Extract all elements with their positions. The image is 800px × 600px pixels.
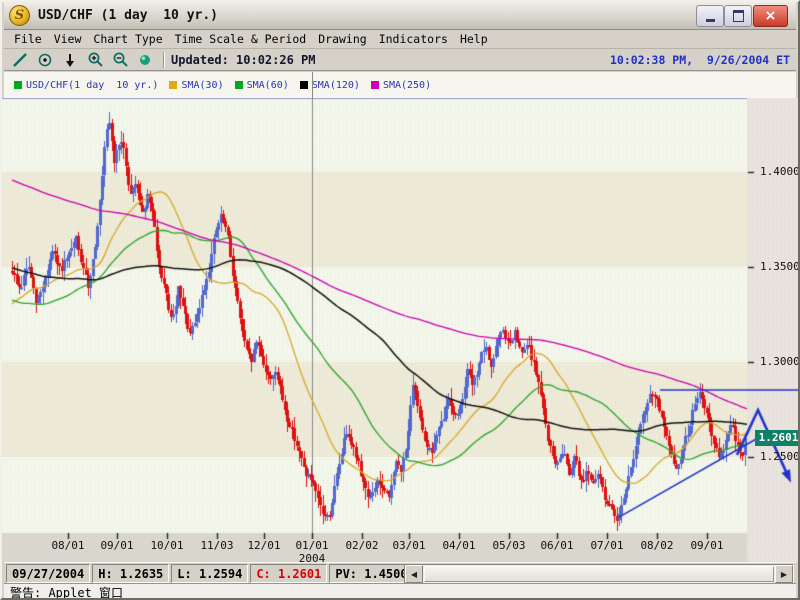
applet-warning-bar: 警告: Applet 窗口 [4,583,796,600]
x-axis-label-02-02: 02/02 [345,539,379,552]
scroll-right-button[interactable]: ▶ [775,565,793,583]
x-axis-label-07-01: 07/01 [590,539,624,552]
status-light-icon [140,54,150,65]
crosshair-tool-button[interactable] [34,51,56,69]
legend-item-sma-120: SMA(120) [299,79,360,91]
window-title: USD/CHF (1 day 10 yr.) [38,8,219,23]
menu-item-indicators[interactable]: Indicators [378,32,448,46]
zoom-in-button[interactable] [84,51,106,69]
legend-bar: USD/CHF(1 day 10 yr.) SMA(30) SMA(60) SMA(1… [4,72,796,98]
legend-label: SMA(60) [246,79,289,91]
menu-item-view[interactable]: View [53,32,82,46]
x-axis-label-04-01: 04/01 [442,539,476,552]
x-axis-label-06-01: 06/01 [540,539,574,552]
minimize-icon [705,19,715,22]
legend-item-usd-chf-1-day-10-yr: USD/CHF(1 day 10 yr.) [14,80,158,91]
legend-item-sma-30: SMA(30) [169,79,224,91]
x-axis-label-08-01: 08/01 [51,539,85,552]
status-bar: 09/27/2004 H: 1.2635 L: 1.2594 C: 1.2601 PV:… [4,562,796,584]
menu-item-drawing[interactable]: Drawing [318,32,367,46]
status-panel-09-27-2004: 09/27/2004 [6,564,91,583]
menu-item-help[interactable]: Help [459,32,488,46]
chart-area: 1.4000 1.3500 1.3000 1.2500 08/01 09/01 10/01 1… [2,98,800,565]
menu-bar: File View Chart Type Time Scale & Period Dra… [4,30,796,49]
connection-status-light [134,51,156,69]
legend-label: USD/CHF(1 day 10 yr.) [26,79,159,91]
status-panel-c: C: 1.2601 [250,564,328,583]
toolbar-separator [163,51,165,68]
menu-item-chart-type[interactable]: Chart Type [93,32,163,46]
legend-item-sma-250: SMA(250) [370,79,432,91]
y-axis-label-1-3500: 1.3500 [760,260,800,273]
server-clock: 10:02:38 PM, 9/26/2004 ET [609,52,790,67]
crosshair-icon [38,53,52,66]
menu-item-file[interactable]: File [14,32,42,46]
status-panel-l: L: 1.2594 [171,564,249,583]
title-bar: S USD/CHF (1 day 10 yr.) × [4,2,796,30]
y-axis-label-1-4000: 1.4000 [760,165,800,178]
trendline-icon [13,52,27,67]
legend-swatch [370,81,379,89]
updated-timestamp: Updated: 10:02:26 PM [171,52,316,67]
arrow-down-icon [66,53,74,67]
legend-label: SMA(30) [181,79,224,91]
minimize-button[interactable] [696,5,724,27]
restore-icon [732,10,744,22]
x-axis-year-label: 2004 [298,552,326,565]
scrollbar-thumb[interactable] [424,566,774,582]
last-price-marker: 1.2601 [755,429,799,446]
applet-warning-text: 警告: Applet 窗口 [10,586,124,600]
trendline-tool-button[interactable] [9,51,31,69]
arrow-down-tool-button[interactable] [59,51,81,69]
status-panel-h: H: 1.2635 [92,564,170,583]
legend-swatch [169,81,178,89]
zoom-in-icon [88,52,103,67]
close-button[interactable]: × [753,5,788,27]
legend-item-sma-60: SMA(60) [234,79,289,91]
x-axis-label-01-01: 01/01 [295,539,329,552]
y-axis-label-1-3000: 1.3000 [760,355,800,368]
y-axis-label-1-2500: 1.2500 [760,450,800,463]
close-icon: × [764,8,777,24]
price-chart[interactable] [2,98,798,562]
legend-swatch [299,81,308,89]
legend-label: SMA(120) [311,79,360,91]
toolbar: Updated: 10:02:26 PM 10:02:38 PM, 9/26/2… [4,49,796,70]
last-price-label: 1.2601 [758,431,799,445]
horizontal-scrollbar[interactable]: ◀ ▶ [404,564,794,584]
legend-label: SMA(250) [382,79,432,91]
zoom-out-button[interactable] [109,51,131,69]
x-axis-label-08-02: 08/02 [640,539,674,552]
legend-swatch [234,81,243,89]
menu-item-time-scale-period[interactable]: Time Scale & Period [174,32,307,46]
x-axis-label-12-01: 12/01 [247,539,281,552]
legend-swatch [14,81,22,89]
x-axis-label-10-01: 10/01 [150,539,184,552]
year-divider-line [312,72,313,98]
x-axis-label-09-01: 09/01 [100,539,134,552]
x-axis-label-03-01: 03/01 [392,539,426,552]
restore-button[interactable] [724,5,752,27]
x-axis-label-09-01: 09/01 [690,539,724,552]
app-coin-icon: S [9,5,30,26]
x-axis-label-11-03: 11/03 [200,539,234,552]
scroll-right-icon: ▶ [780,569,788,579]
scroll-left-icon: ◀ [410,569,418,579]
x-axis-label-05-03: 05/03 [492,539,526,552]
zoom-out-icon [113,52,128,67]
scroll-left-button[interactable]: ◀ [405,565,423,583]
status-panel-pv: PV: 1.4500 [329,564,414,583]
